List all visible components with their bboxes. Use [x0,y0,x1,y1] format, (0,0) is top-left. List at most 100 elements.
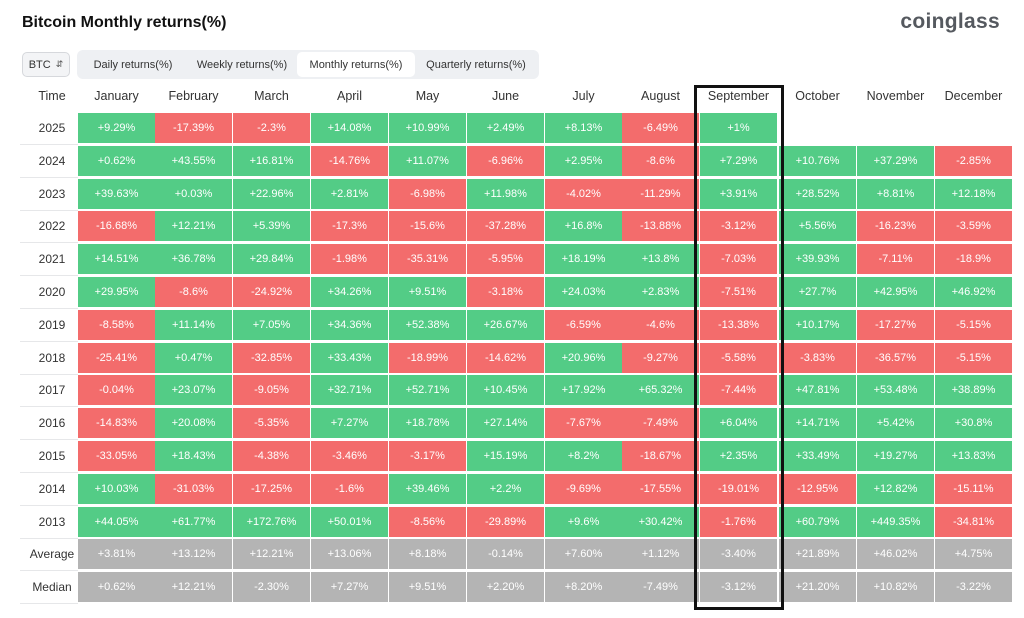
cell-2018-june: -14.62% [467,342,544,373]
cell-median-october: +21.20% [779,572,856,603]
row-label-2019: 2019 [38,317,66,332]
cell-2019-november: -17.27% [857,309,934,340]
cell-2021-may: -35.31% [389,244,466,275]
cell-2015-march: -4.38% [233,441,310,471]
cell-2025-august: -6.49% [622,113,699,143]
row-separator [20,504,78,506]
row-separator [20,373,78,375]
cell-median-july: +8.20% [545,572,622,603]
cell-2013-december: -34.81% [935,506,1012,537]
tab-monthly-returns[interactable]: Monthly returns(%) [297,52,415,77]
cell-2024-may: +11.07% [389,145,466,176]
cell-2021-january: +14.51% [78,244,155,275]
cell-2013-november: +449.35% [857,506,934,537]
cell-2017-august: +65.32% [622,375,699,406]
cell-2021-june: -5.95% [467,244,544,275]
cell-2019-may: +52.38% [389,309,466,340]
column-header-time: Time [38,89,66,103]
cell-2020-january: +29.95% [78,277,155,307]
cell-median-june: +2.20% [467,572,544,603]
tab-quarterly-returns[interactable]: Quarterly returns(%) [426,58,526,71]
cell-2016-september: +6.04% [700,408,777,439]
cell-2022-october: +5.56% [779,211,856,242]
cell-2015-december: +13.83% [935,441,1012,471]
cell-2023-september: +3.91% [700,178,777,209]
cell-2019-december: -5.15% [935,309,1012,340]
cell-2014-october: -12.95% [779,473,856,504]
cell-2018-july: +20.96% [545,342,622,373]
returns-period-tabs: Daily returns(%) Weekly returns(%) Month… [77,50,539,79]
cell-2023-december: +12.18% [935,178,1012,209]
cell-2018-april: +33.43% [311,342,388,373]
column-header-january: January [94,89,139,103]
cell-2014-june: +2.2% [467,473,544,504]
tab-weekly-returns[interactable]: Weekly returns(%) [196,58,288,71]
asset-select[interactable]: BTC ⇵ [22,52,70,77]
cell-2017-october: +47.81% [779,375,856,406]
cell-2015-january: -33.05% [78,441,155,471]
cell-2021-february: +36.78% [155,244,232,275]
cell-2021-september: -7.03% [700,244,777,275]
cell-2022-may: -15.6% [389,211,466,242]
cell-2016-june: +27.14% [467,408,544,439]
cell-2018-march: -32.85% [233,342,310,373]
cell-2020-april: +34.26% [311,277,388,307]
cell-2023-october: +28.52% [779,178,856,209]
cell-median-september: -3.12% [700,572,777,603]
cell-2022-july: +16.8% [545,211,622,242]
row-label-average: Average [29,547,75,562]
cell-median-november: +10.82% [857,572,934,603]
row-label-2022: 2022 [38,219,66,234]
cell-2024-october: +10.76% [779,145,856,176]
row-label-2020: 2020 [38,285,66,299]
cell-2022-december: -3.59% [935,211,1012,242]
cell-2016-august: -7.49% [622,408,699,439]
cell-average-april: +13.06% [311,539,388,570]
row-separator [20,242,78,244]
cell-2014-february: -31.03% [155,473,232,504]
cell-2015-february: +18.43% [155,441,232,471]
row-label-2023: 2023 [38,186,66,201]
cell-2023-february: +0.03% [155,178,232,209]
cell-2019-july: -6.59% [545,309,622,340]
tab-daily-returns[interactable]: Daily returns(%) [93,58,173,71]
cell-2019-august: -4.6% [622,309,699,340]
cell-2020-may: +9.51% [389,277,466,307]
cell-2014-april: -1.6% [311,473,388,504]
cell-median-march: -2.30% [233,572,310,603]
cell-2013-february: +61.77% [155,506,232,537]
cell-2020-march: -24.92% [233,277,310,307]
cell-2023-march: +22.96% [233,178,310,209]
row-label-median: Median [32,580,72,595]
asset-select-value: BTC [28,58,51,71]
column-header-march: March [254,89,289,103]
cell-2017-june: +10.45% [467,375,544,406]
cell-2024-december: -2.85% [935,145,1012,176]
cell-2015-september: +2.35% [700,441,777,471]
cell-2020-august: +2.83% [622,277,699,307]
cell-2021-august: +13.8% [622,244,699,275]
cell-2022-june: -37.28% [467,211,544,242]
cell-2015-august: -18.67% [622,441,699,471]
row-separator [20,340,78,342]
cell-average-june: -0.14% [467,539,544,570]
page-title: Bitcoin Monthly returns(%) [22,14,227,31]
cell-2016-january: -14.83% [78,408,155,439]
cell-2014-january: +10.03% [78,473,155,504]
cell-median-may: +9.51% [389,572,466,603]
cell-2013-june: -29.89% [467,506,544,537]
chevron-up-down-icon: ⇵ [55,59,64,69]
cell-2013-may: -8.56% [389,506,466,537]
cell-median-december: -3.22% [935,572,1012,603]
cell-average-november: +46.02% [857,539,934,570]
cell-2023-june: +11.98% [467,178,544,209]
cell-2021-july: +18.19% [545,244,622,275]
cell-2019-january: -8.58% [78,309,155,340]
cell-median-february: +12.21% [155,572,232,603]
row-label-2021: 2021 [38,252,66,267]
cell-2015-june: +15.19% [467,441,544,471]
cell-2017-november: +53.48% [857,375,934,406]
row-label-2016: 2016 [38,416,66,431]
cell-2019-april: +34.36% [311,309,388,340]
cell-2024-november: +37.29% [857,145,934,176]
